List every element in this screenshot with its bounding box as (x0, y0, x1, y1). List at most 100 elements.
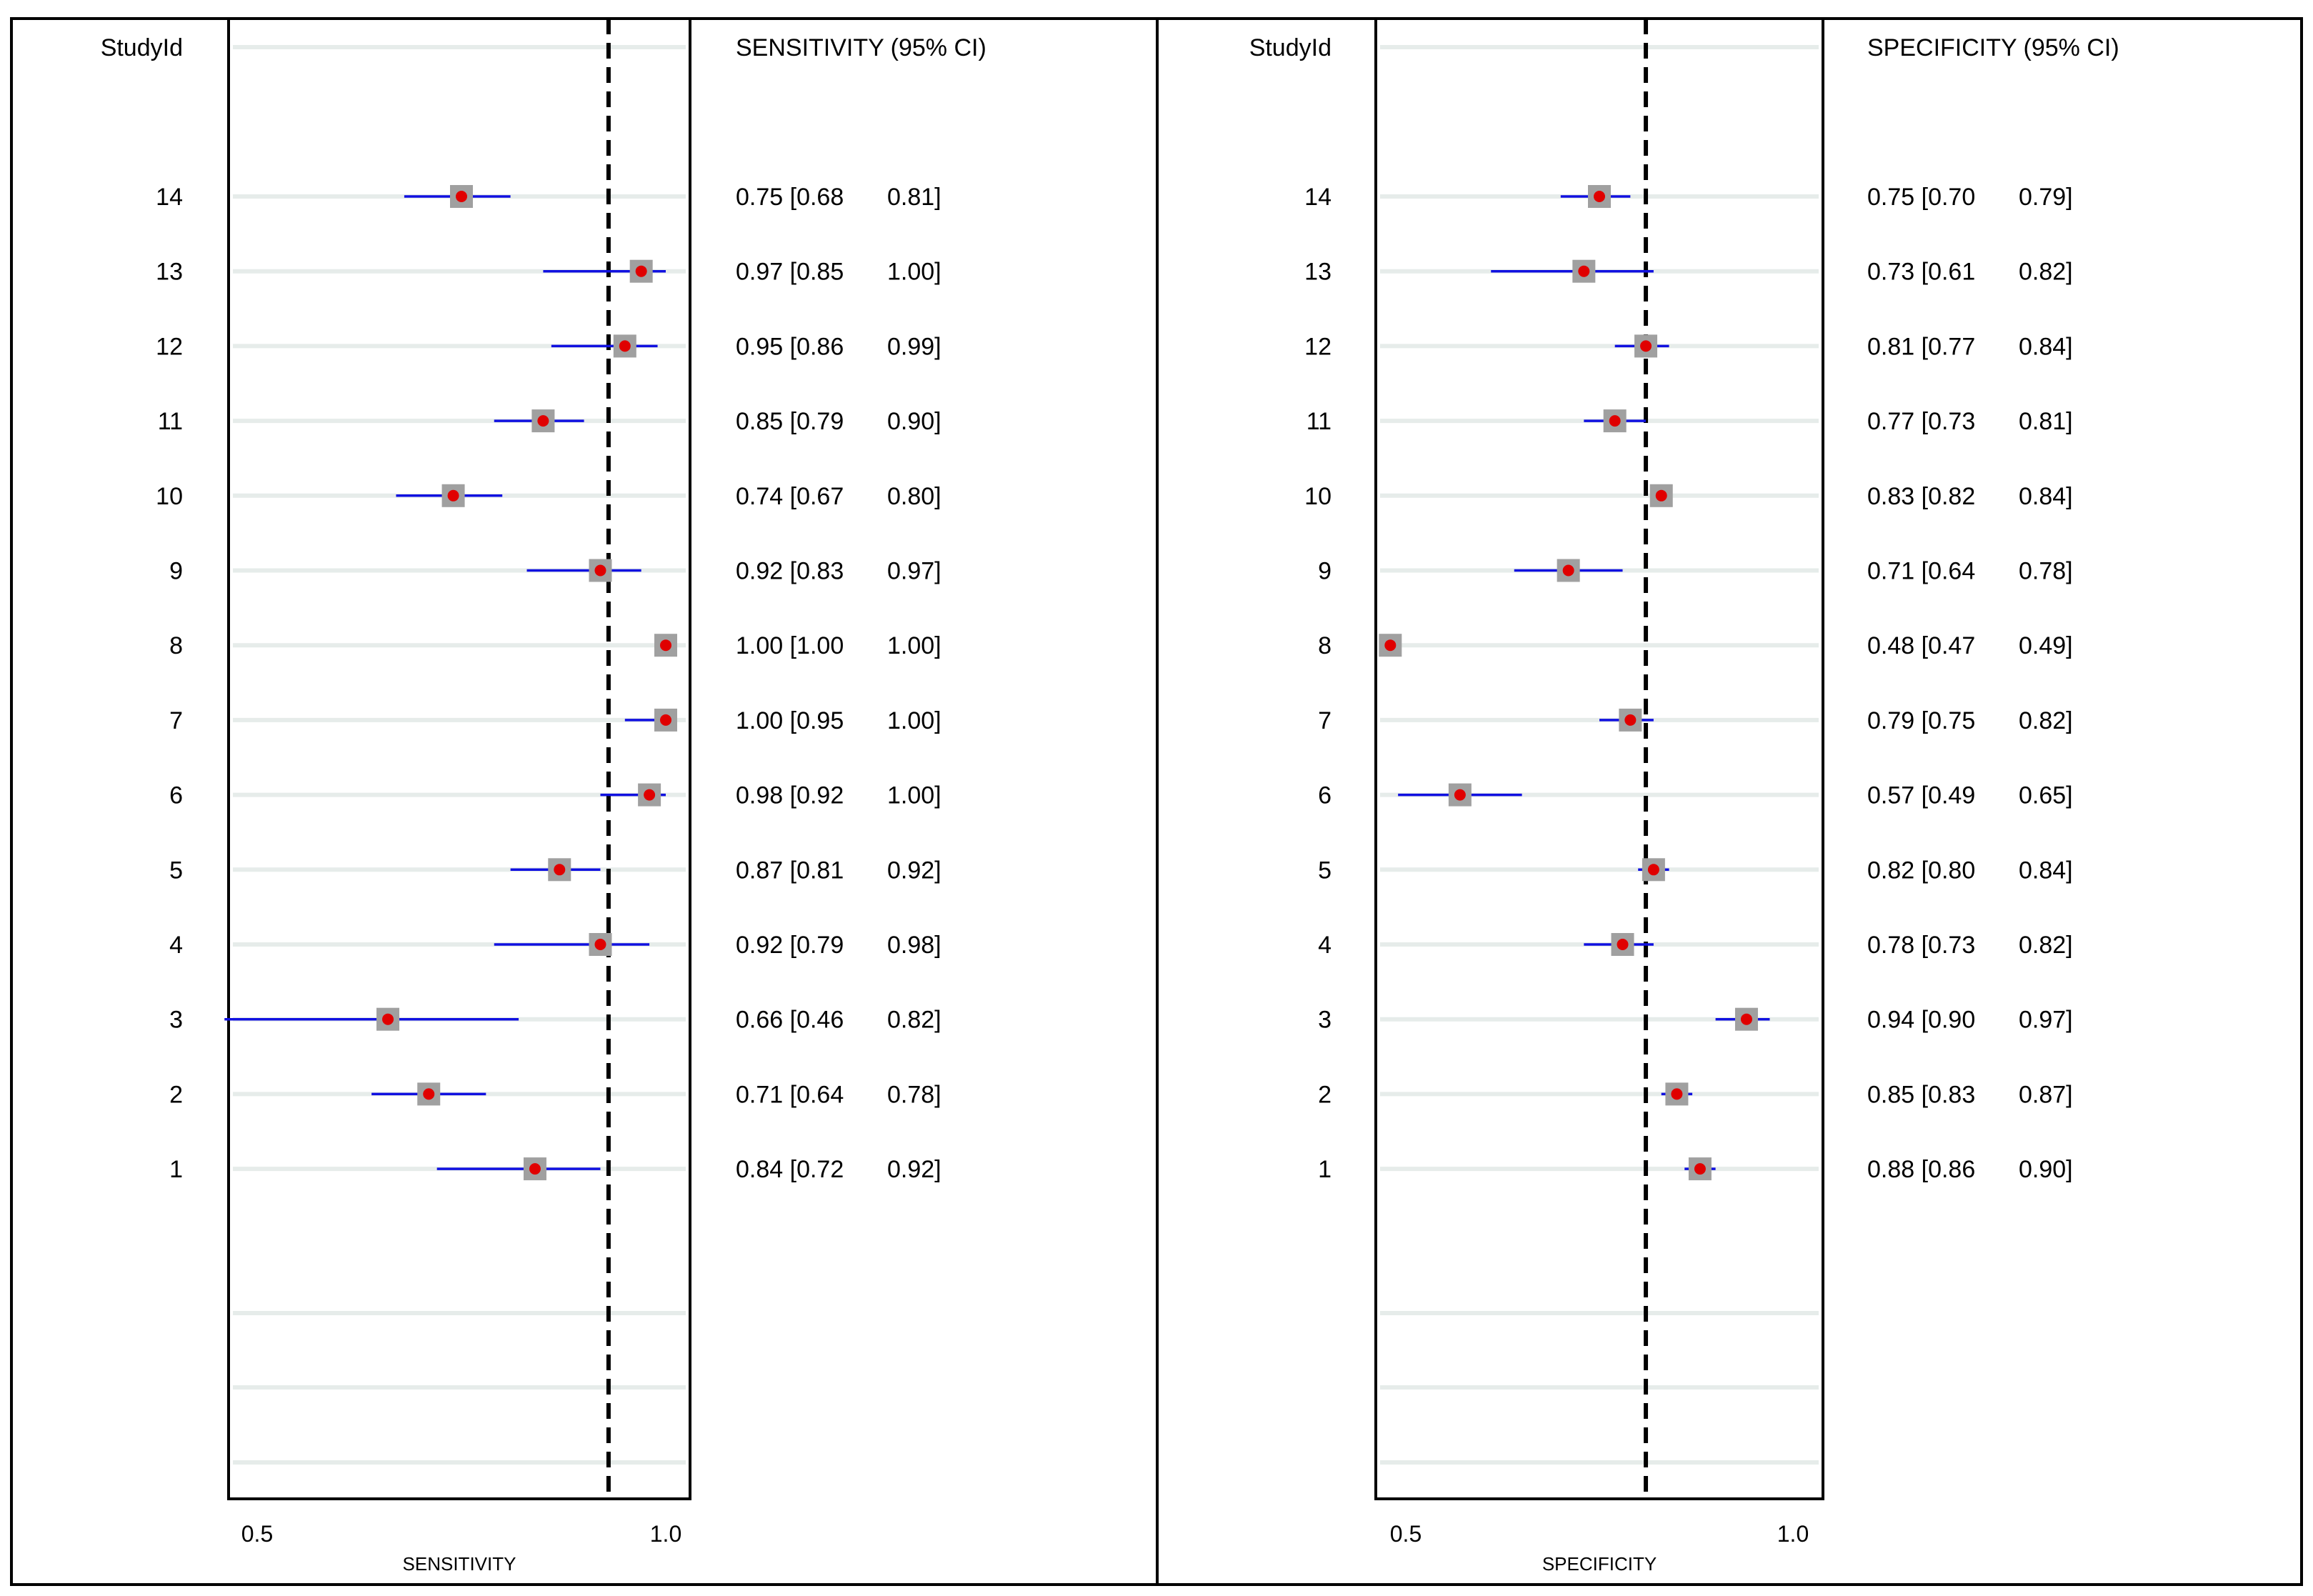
ci-text-upper: 0.49] (2019, 632, 2073, 659)
ci-column-header: SENSITIVITY (95% CI) (736, 34, 986, 61)
study-id-label: 1 (169, 1156, 183, 1183)
study-id-label: 6 (1318, 782, 1332, 809)
undefined-plot-frame (1374, 17, 1824, 1500)
ci-text-upper: 0.78] (887, 1081, 941, 1108)
x-tick-label: 1.0 (650, 1521, 681, 1547)
study-id-label: 5 (169, 857, 183, 884)
study-row: 14 0.75 [0.70 0.79] (1304, 184, 2072, 211)
ci-text-upper: 0.87] (2019, 1081, 2073, 1108)
ci-text-estimate: 0.83 [0.82 (1867, 483, 1975, 510)
undefined-plot-frame (227, 17, 691, 1500)
study-id-label: 3 (169, 1007, 183, 1034)
ci-text-estimate: 0.81 [0.77 (1867, 333, 1975, 360)
ci-text-upper: 0.82] (2019, 932, 2073, 959)
ci-text-estimate: 0.82 [0.80 (1867, 857, 1975, 884)
ci-text-estimate: 0.77 [0.73 (1867, 408, 1975, 435)
study-row: 2 0.71 [0.64 0.78] (169, 1081, 941, 1108)
study-row: 1 0.88 [0.86 0.90] (1318, 1156, 2073, 1183)
study-id-label: 7 (169, 707, 183, 734)
ci-text-estimate: 0.95 [0.86 (736, 333, 844, 360)
study-id-label: 5 (1318, 857, 1332, 884)
point-estimate (1578, 265, 1590, 277)
study-row: 11 0.77 [0.73 0.81] (1307, 408, 2073, 435)
ci-text-upper: 0.84] (2019, 333, 2073, 360)
point-estimate (644, 789, 656, 801)
ci-text-upper: 0.90] (887, 408, 941, 435)
ci-text-estimate: 0.57 [0.49 (1867, 782, 1975, 809)
study-row: 3 0.66 [0.46 0.82] (169, 1007, 941, 1034)
study-row: 13 0.73 [0.61 0.82] (1304, 259, 2072, 286)
study-id-label: 11 (158, 408, 183, 435)
ci-text-upper: 0.79] (2019, 184, 2073, 211)
study-id-label: 13 (156, 259, 183, 286)
ci-text-estimate: 0.73 [0.61 (1867, 259, 1975, 286)
sensitivity-panel: StudyId SENSITIVITY (95% CI)14 0.75 [0.68 0… (101, 17, 986, 1575)
ci-text-estimate: 0.92 [0.79 (736, 932, 844, 959)
study-id-label: 14 (1304, 184, 1332, 211)
ci-text-estimate: 0.85 [0.83 (1867, 1081, 1975, 1108)
study-row: 7 0.79 [0.75 0.82] (1318, 707, 2073, 734)
point-estimate (1384, 639, 1397, 652)
point-estimate (554, 864, 566, 876)
point-estimate (1617, 939, 1629, 950)
ci-text-upper: 0.84] (2019, 483, 2073, 510)
ci-text-estimate: 0.97 [0.85 (736, 259, 844, 286)
point-estimate (382, 1013, 394, 1025)
x-tick-label: 1.0 (1777, 1521, 1809, 1547)
study-id-label: 7 (1318, 707, 1332, 734)
study-row: 9 0.92 [0.83 0.97] (169, 558, 941, 585)
x-tick-label: 0.5 (1390, 1521, 1422, 1547)
study-row: 7 1.00 [0.95 1.00] (169, 707, 941, 734)
study-row: 10 0.83 [0.82 0.84] (1304, 483, 2072, 510)
ci-text-upper: 1.00] (887, 707, 941, 734)
ci-text-estimate: 0.75 [0.68 (736, 184, 844, 211)
point-estimate (1640, 340, 1652, 352)
ci-text-upper: 0.78] (2019, 558, 2073, 585)
study-row: 10 0.74 [0.67 0.80] (156, 483, 941, 510)
ci-text-estimate: 0.74 [0.67 (736, 483, 844, 510)
study-id-label: 13 (1304, 259, 1332, 286)
study-id-label: 2 (1318, 1081, 1332, 1108)
study-row: 1 0.84 [0.72 0.92] (169, 1156, 941, 1183)
ci-text-upper: 0.81] (2019, 408, 2073, 435)
study-row: 9 0.71 [0.64 0.78] (1318, 558, 2073, 585)
study-id-label: 2 (169, 1081, 183, 1108)
study-id-label: 4 (169, 932, 183, 959)
study-row: 5 0.87 [0.81 0.92] (169, 857, 941, 884)
ci-text-estimate: 0.88 [0.86 (1867, 1156, 1975, 1183)
study-row: 5 0.82 [0.80 0.84] (1318, 857, 2073, 884)
ci-text-upper: 0.98] (887, 932, 941, 959)
study-row: 11 0.85 [0.79 0.90] (158, 408, 941, 435)
study-row: 3 0.94 [0.90 0.97] (1318, 1007, 2073, 1034)
point-estimate (537, 415, 549, 427)
point-estimate (1694, 1163, 1706, 1175)
ci-text-upper: 0.84] (2019, 857, 2073, 884)
point-estimate (1655, 489, 1667, 502)
ci-text-upper: 0.92] (887, 1156, 941, 1183)
point-estimate (1454, 789, 1466, 801)
ci-text-upper: 0.92] (887, 857, 941, 884)
study-id-label: 1 (1318, 1156, 1332, 1183)
specificity-panel: StudyId SPECIFICITY (95% CI)14 0.75 [0.70 0… (1249, 17, 2119, 1575)
study-row: 12 0.95 [0.86 0.99] (156, 333, 941, 360)
point-estimate (594, 939, 606, 950)
ci-text-estimate: 1.00 [0.95 (736, 707, 844, 734)
point-estimate (619, 340, 631, 352)
ci-text-estimate: 0.78 [0.73 (1867, 932, 1975, 959)
study-id-label: 11 (1307, 408, 1332, 435)
point-estimate (660, 714, 671, 726)
ci-text-upper: 1.00] (887, 782, 941, 809)
ci-text-upper: 0.97] (887, 558, 941, 585)
ci-text-upper: 0.80] (887, 483, 941, 510)
point-estimate (529, 1163, 541, 1175)
studyid-header: StudyId (101, 34, 183, 61)
point-estimate (594, 564, 606, 577)
study-row: 14 0.75 [0.68 0.81] (156, 184, 941, 211)
point-estimate (1594, 191, 1605, 202)
study-row: 2 0.85 [0.83 0.87] (1318, 1081, 2073, 1108)
ci-text-upper: 0.82] (2019, 259, 2073, 286)
point-estimate (447, 489, 459, 502)
ci-text-estimate: 0.87 [0.81 (736, 857, 844, 884)
ci-text-estimate: 1.00 [1.00 (736, 632, 844, 659)
point-estimate (1647, 864, 1659, 876)
